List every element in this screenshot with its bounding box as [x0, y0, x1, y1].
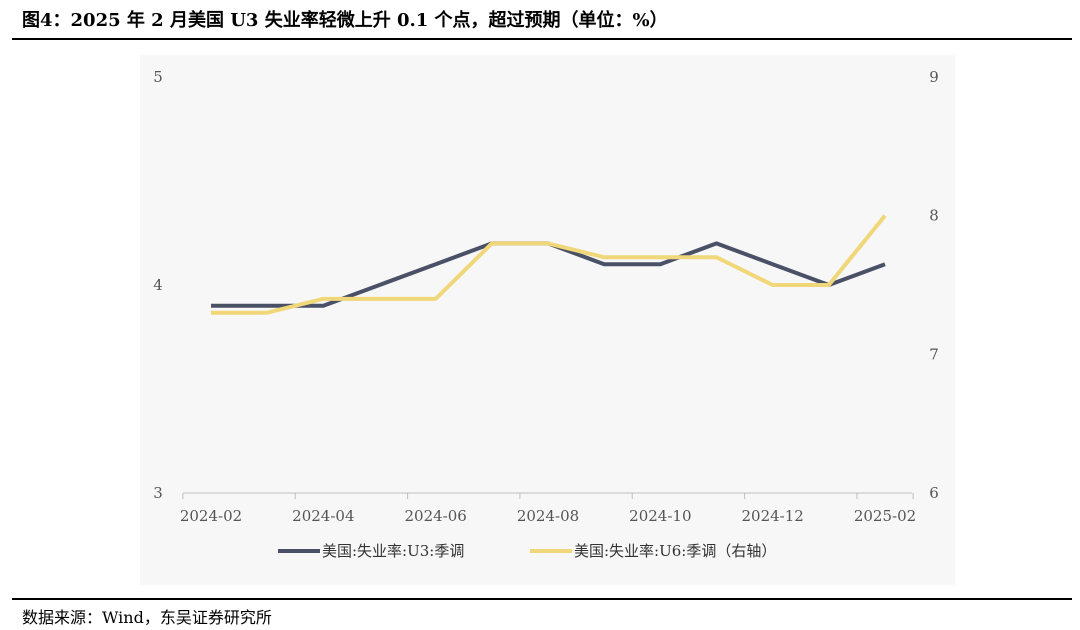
u6-series-line [211, 214, 887, 315]
x-axis-tick-label: 2025-02 [854, 507, 916, 525]
left-axis-tick-label: 4 [153, 276, 163, 294]
x-axis-tick-label: 2024-10 [629, 507, 691, 525]
left-axis-ticks: 3 4 5 [153, 68, 163, 502]
x-axis-tick-label: 2024-12 [741, 507, 803, 525]
right-axis-tick-label: 7 [929, 345, 939, 363]
data-source-note: 数据来源：Wind，东吴证券研究所 [22, 608, 272, 627]
x-axis-tick-label: 2024-02 [180, 507, 242, 525]
legend-label-u6: 美国:失业率:U6:季调（右轴） [574, 542, 776, 560]
legend-label-u3: 美国:失业率:U3:季调 [322, 542, 464, 560]
x-axis-tick-label: 2024-06 [404, 507, 466, 525]
legend: 美国:失业率:U3:季调 美国:失业率:U6:季调（右轴） [278, 542, 776, 560]
right-axis-tick-label: 8 [929, 207, 939, 225]
bottom-rule [12, 598, 1072, 600]
x-axis-ticks: 2024-02 2024-04 2024-06 2024-08 2024-10 2024-… [180, 493, 916, 525]
chart-background [140, 55, 955, 585]
figure-title: 图4：2025 年 2 月美国 U3 失业率轻微上升 0.1 个点，超过预期（单… [22, 10, 668, 31]
series-lines [210, 214, 887, 315]
right-axis-tick-label: 6 [929, 484, 939, 502]
x-axis-tick-label: 2024-04 [292, 507, 354, 525]
right-axis-tick-label: 9 [929, 68, 939, 86]
left-axis-tick-label: 3 [153, 484, 163, 502]
left-axis-tick-label: 5 [153, 68, 163, 86]
u3-series-line [211, 241, 886, 308]
top-rule [12, 38, 1072, 40]
x-axis-tick-label: 2024-08 [517, 507, 579, 525]
right-axis-ticks: 6 7 8 9 [929, 68, 939, 502]
